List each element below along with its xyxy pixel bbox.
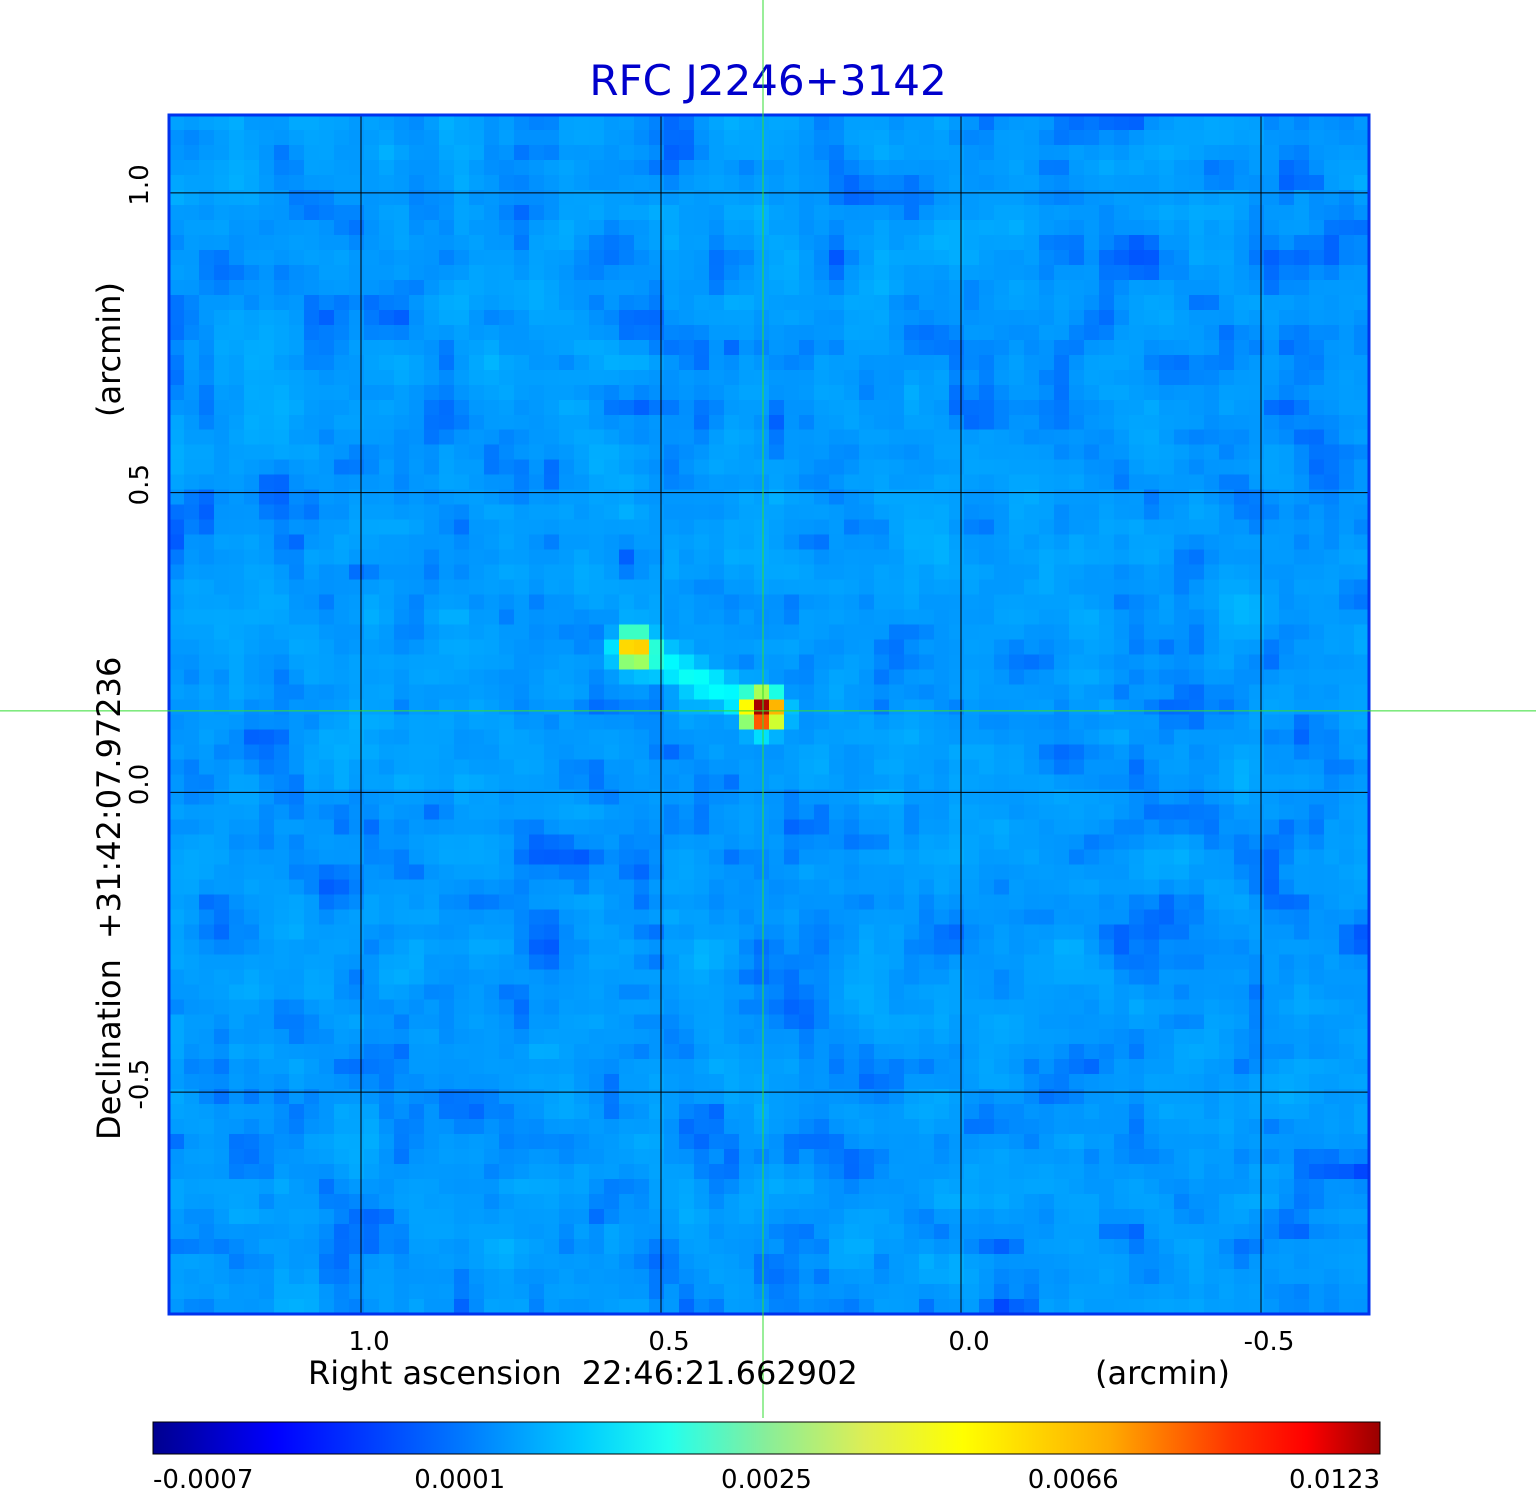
crosshair — [0, 0, 1536, 1418]
colorbar-scale — [152, 1421, 1381, 1455]
x-tick-label: 0.5 — [648, 1327, 689, 1357]
y-tick-label: -0.5 — [125, 1059, 155, 1110]
y-tick-labels: 1.0 0.5 0.0 -0.5 — [125, 164, 155, 1109]
colorbar-tick-label: 0.0066 — [1028, 1465, 1119, 1495]
grid-lines — [169, 115, 1369, 1314]
x-tick-label: 1.0 — [348, 1327, 389, 1357]
plot-frame — [167, 113, 1371, 1316]
y-axis-center: +31:42:07.97236 — [90, 657, 128, 940]
y-axis-name: Declination — [90, 959, 128, 1140]
x-tick-labels: 1.0 0.5 0.0 -0.5 — [348, 1327, 1294, 1357]
y-tick-label: 0.5 — [125, 464, 155, 505]
y-axis-unit: (arcmin) — [90, 282, 128, 417]
colorbar-tick-label: -0.0007 — [153, 1465, 253, 1495]
x-axis-label: Right ascension 22:46:21.662902 — [308, 1354, 858, 1392]
colorbar-tick-label: 0.0001 — [414, 1465, 505, 1495]
y-tick-label: 1.0 — [125, 164, 155, 205]
x-axis-unit: (arcmin) — [1095, 1354, 1230, 1392]
y-tick-label: 0.0 — [125, 764, 155, 805]
y-axis-label: Declination +31:42:07.97236 — [90, 657, 128, 1140]
colorbar: -0.0007 0.0001 0.0025 0.0066 0.0123 — [152, 1421, 1381, 1495]
colorbar-tick-labels: -0.0007 0.0001 0.0025 0.0066 0.0123 — [153, 1465, 1380, 1495]
colorbar-tick-label: 0.0025 — [721, 1465, 812, 1495]
chart-title: RFC J2246+3142 — [589, 56, 946, 105]
x-axis-name: Right ascension — [308, 1354, 562, 1392]
heatmap-pixels — [169, 115, 1369, 1314]
colorbar-tick-label: 0.0123 — [1289, 1465, 1380, 1495]
x-axis-center: 22:46:21.662902 — [582, 1354, 858, 1392]
x-tick-label: -0.5 — [1244, 1327, 1295, 1357]
x-tick-label: 0.0 — [948, 1327, 989, 1357]
heatmap-image — [169, 115, 1369, 1314]
